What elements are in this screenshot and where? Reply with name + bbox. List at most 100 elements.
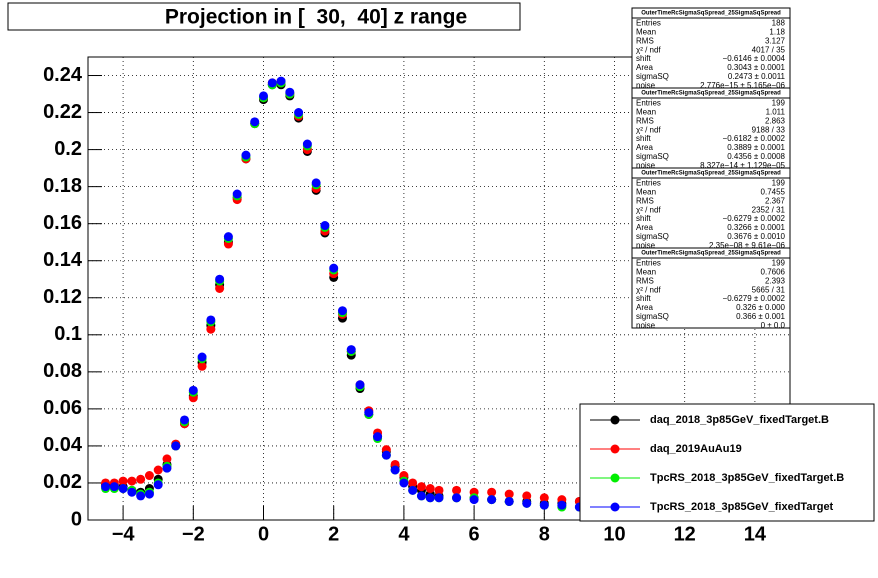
data-point (118, 484, 128, 494)
data-point (197, 352, 207, 362)
data-point (539, 493, 549, 503)
stats-label: Area (636, 303, 653, 312)
data-point (557, 500, 567, 510)
legend-label: TpcRS_2018_3p85GeV_fixedTarget.B (650, 472, 844, 484)
stats-value: 1.011 (766, 108, 786, 117)
stats-label: χ² / ndf (636, 205, 661, 214)
stats-label: sigmaSQ (636, 312, 669, 321)
x-tick-label: 2 (328, 523, 339, 545)
stats-label: noise (636, 241, 656, 250)
stats-label: Entries (636, 259, 661, 268)
data-point (127, 476, 137, 486)
data-point (390, 465, 400, 475)
stats-value: 0.7455 (761, 188, 786, 197)
data-point (504, 496, 514, 506)
stats-label: RMS (636, 196, 654, 205)
data-point (241, 150, 251, 160)
stats-title: OuterTimeRcSigmaSqSpread_25SigmaSqSpread (641, 251, 781, 257)
data-point (311, 178, 321, 188)
stats-value: 2352 / 31 (752, 205, 786, 214)
stats-value: 0.7606 (761, 268, 786, 277)
stats-value: 4017 / 35 (752, 45, 786, 54)
stats-value: 2.393 (765, 276, 786, 285)
stats-value: 0.3889 ± 0.0001 (727, 143, 785, 152)
stats-value: 5665 / 31 (752, 285, 786, 294)
stats-value: 9188 / 33 (752, 125, 786, 134)
y-tick-label: 0.12 (43, 286, 82, 308)
data-point (153, 465, 163, 475)
y-tick-label: 0.18 (43, 175, 82, 197)
stats-label: sigmaSQ (636, 232, 669, 241)
stats-label: Entries (636, 19, 661, 28)
stats-label: noise (636, 161, 656, 170)
data-point (144, 471, 154, 481)
stats-label: Entries (636, 179, 661, 188)
data-point (171, 441, 181, 451)
stats-label: RMS (636, 36, 654, 45)
stats-value: 188 (772, 19, 786, 28)
data-point (452, 485, 462, 495)
data-point (101, 482, 111, 492)
data-point (250, 117, 260, 127)
stats-label: χ² / ndf (636, 125, 661, 134)
stats-value: 0.4356 ± 0.0008 (727, 152, 785, 161)
legend-marker (610, 444, 620, 454)
data-point (381, 450, 391, 460)
x-tick-label: 6 (469, 523, 480, 545)
y-tick-label: 0.02 (43, 471, 82, 493)
data-point (539, 500, 549, 510)
stats-value: 199 (772, 259, 786, 268)
y-tick-label: 0.24 (43, 64, 83, 86)
data-point (329, 263, 339, 273)
data-point (355, 380, 365, 390)
data-point (136, 491, 146, 501)
stats-title: OuterTimeRcSigmaSqSpread_25SigmaSqSpread (641, 91, 781, 97)
data-point (267, 78, 277, 88)
data-point (487, 495, 497, 505)
data-point (399, 478, 409, 488)
y-tick-label: 0.16 (43, 212, 82, 234)
data-point (346, 345, 356, 355)
stats-label: Area (636, 143, 653, 152)
stats-label: shift (636, 54, 651, 63)
data-point (469, 495, 479, 505)
data-point (232, 189, 242, 199)
legend-label: daq_2019AuAu19 (650, 443, 742, 455)
data-point (188, 385, 198, 395)
stats-value: 0.326 ± 0.000 (736, 303, 785, 312)
stats-value: −0.6146 ± 0.0004 (723, 54, 786, 63)
data-point (206, 324, 216, 334)
data-point (425, 484, 435, 494)
data-point (522, 498, 532, 508)
data-point (144, 489, 154, 499)
stats-label: shift (636, 134, 651, 143)
chart-title: Projection in [ 30, 40] z range (165, 6, 467, 29)
data-point (215, 284, 225, 293)
data-point (452, 493, 462, 503)
data-point (206, 315, 216, 325)
data-point (259, 91, 268, 101)
x-tick-label: 10 (603, 523, 625, 545)
x-tick-label: 12 (674, 523, 696, 545)
stats-label: sigmaSQ (636, 72, 669, 81)
stats-title: OuterTimeRcSigmaSqSpread_25SigmaSqSpread (641, 11, 781, 17)
stats-value: −0.6182 ± 0.0002 (723, 134, 786, 143)
y-tick-label: 0.08 (43, 360, 82, 382)
stats-value: 0.366 ± 0.001 (736, 312, 785, 321)
data-point (136, 474, 146, 484)
data-point (416, 491, 426, 501)
data-point (522, 491, 532, 501)
stats-value: 199 (772, 99, 786, 108)
stats-value: −0.6279 ± 0.0002 (723, 294, 786, 303)
stats-value: 8.327e−14 ± 1.129e−05 (700, 161, 785, 170)
data-point (337, 306, 347, 316)
data-point (197, 361, 207, 371)
stats-label: Entries (636, 99, 661, 108)
data-point (162, 463, 172, 473)
stats-label: sigmaSQ (636, 152, 669, 161)
stats-value: 0.2473 ± 0.0011 (728, 72, 786, 81)
y-tick-label: 0 (71, 508, 82, 530)
data-point (425, 493, 435, 503)
legend-marker (610, 415, 620, 425)
